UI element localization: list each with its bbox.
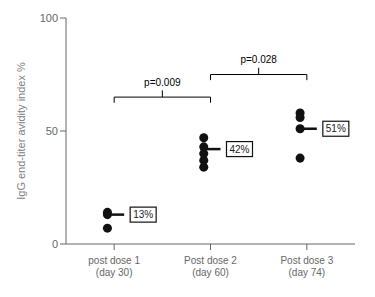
svg-text:50: 50 xyxy=(46,125,58,137)
svg-text:0: 0 xyxy=(52,238,58,250)
svg-text:42%: 42% xyxy=(229,144,249,155)
svg-text:IgG end-titer avidity index %: IgG end-titer avidity index % xyxy=(15,62,27,200)
svg-text:13%: 13% xyxy=(133,209,153,220)
svg-text:51%: 51% xyxy=(326,123,346,134)
svg-text:p=0.028: p=0.028 xyxy=(240,54,277,65)
svg-text:p=0.009: p=0.009 xyxy=(144,77,181,88)
svg-text:Post dose 3(day 74): Post dose 3(day 74) xyxy=(280,255,333,278)
svg-text:post dose 1(day 30): post dose 1(day 30) xyxy=(88,255,140,278)
svg-text:Post dose 2(day 60): Post dose 2(day 60) xyxy=(184,255,237,278)
svg-text:100: 100 xyxy=(40,12,58,24)
